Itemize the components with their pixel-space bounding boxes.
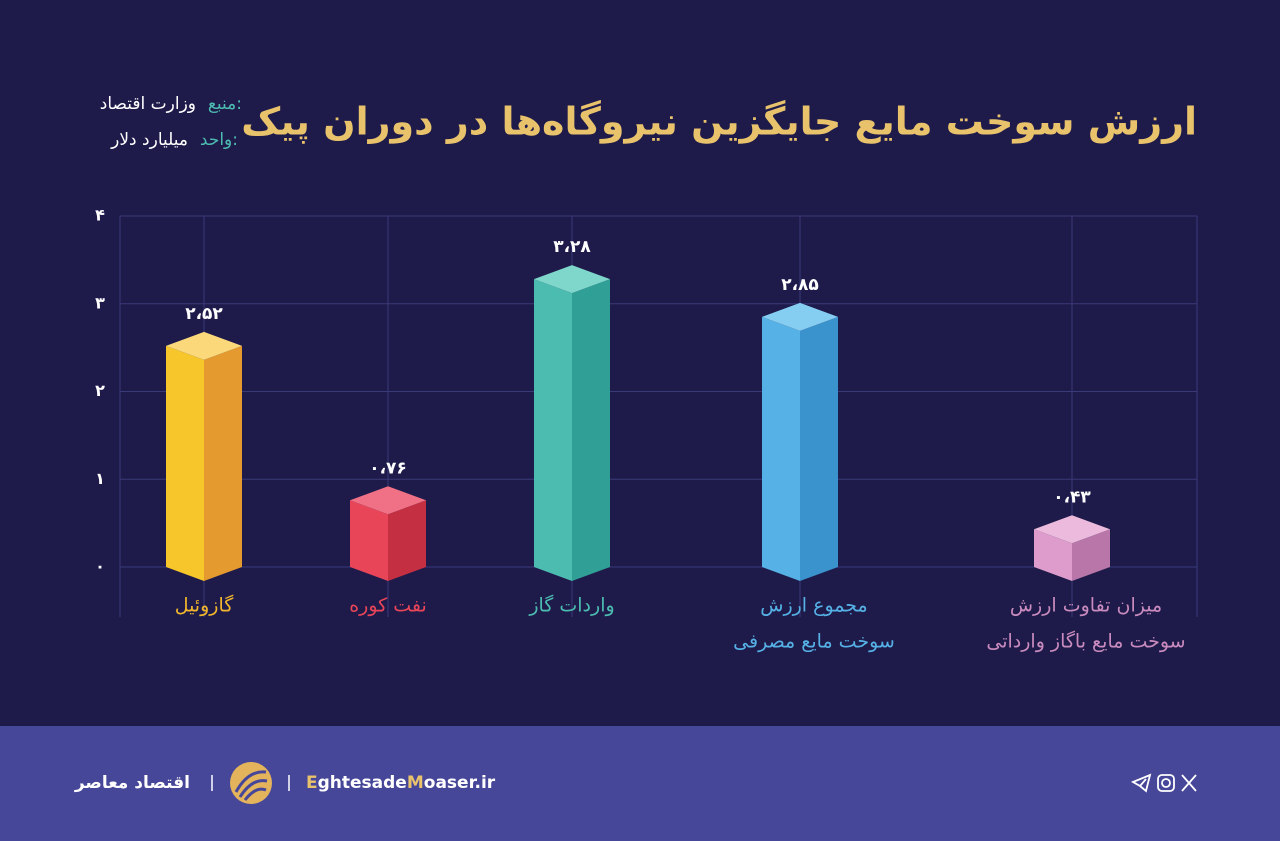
y-tick-label: ۰ (95, 557, 105, 576)
x-tick-label: مجموع ارزش (760, 595, 867, 617)
instagram-icon (1157, 774, 1175, 792)
site: EghtesadeMoaser.ir (306, 773, 496, 793)
logo (230, 762, 272, 804)
footer-band (0, 726, 1280, 841)
x-tick-label: سوخت مایع باگاز وارداتی (986, 630, 1185, 653)
data-label: ۲،۸۵ (781, 275, 819, 295)
bar-top (350, 486, 426, 515)
bar-face-right (1072, 529, 1110, 581)
data-label: ۰،۴۳ (1053, 487, 1091, 507)
bar-top (1034, 515, 1110, 544)
bar (166, 331, 242, 581)
x-icon (1181, 774, 1197, 792)
site-part: E (306, 773, 318, 793)
bar-face-right (204, 345, 242, 581)
source: وزارت اقتصاد (100, 94, 196, 114)
bar-top (534, 265, 610, 294)
site-part: M (407, 773, 424, 793)
x-tick-label: نفت کوره (349, 595, 427, 617)
bar (350, 486, 426, 581)
x-tick-label: سوخت مایع مصرفی (733, 631, 895, 653)
x-tick-label: واردات گاز (528, 594, 614, 617)
instagram-lens (1161, 778, 1171, 788)
bar-face-right (572, 279, 610, 581)
data-label: ۲،۵۲ (185, 304, 223, 324)
source-label: منبع: (208, 94, 242, 114)
unit: میلیارد دلار (110, 130, 188, 150)
telegram-icon (1130, 773, 1152, 793)
chart-title: ارزش سوخت مایع جایگزین نیروگاه‌ها در دور… (241, 100, 1197, 145)
bar-face-left (166, 345, 204, 581)
bar-face-left (762, 316, 800, 581)
bar (762, 302, 838, 581)
bar-face-left (1034, 529, 1072, 581)
x-tick-label: گازوئیل (175, 594, 235, 617)
site-part: ghtesade (318, 773, 407, 793)
x-tick-label: میزان تفاوت ارزش (1010, 595, 1162, 617)
bar-top (166, 331, 242, 360)
y-tick-label: ۱ (95, 469, 105, 488)
bar (1034, 515, 1110, 581)
bar-face-right (388, 500, 426, 581)
bar-top (762, 302, 838, 331)
bar-face-left (534, 279, 572, 581)
y-tick-label: ۳ (95, 293, 105, 312)
y-tick-label: ۲ (95, 381, 105, 400)
data-label: ۳،۲۸ (553, 237, 591, 257)
unit-label: واحد: (200, 130, 238, 150)
social-icons (1130, 773, 1197, 793)
bar-face-left (350, 500, 388, 581)
bar-face-right (800, 316, 838, 581)
plot: ۰ ۱ ۲ ۳ ۴ گازوئیل ۲،۵۲ نفت کوره ۰،۷۶ واردات گاز ۳،… (95, 206, 1198, 653)
bar (534, 265, 610, 581)
data-label: ۰،۷۶ (369, 458, 407, 478)
brand: اقتصاد معاصر (74, 773, 190, 793)
site-part: oaser.ir (424, 773, 496, 793)
y-tick-label: ۴ (95, 206, 105, 225)
